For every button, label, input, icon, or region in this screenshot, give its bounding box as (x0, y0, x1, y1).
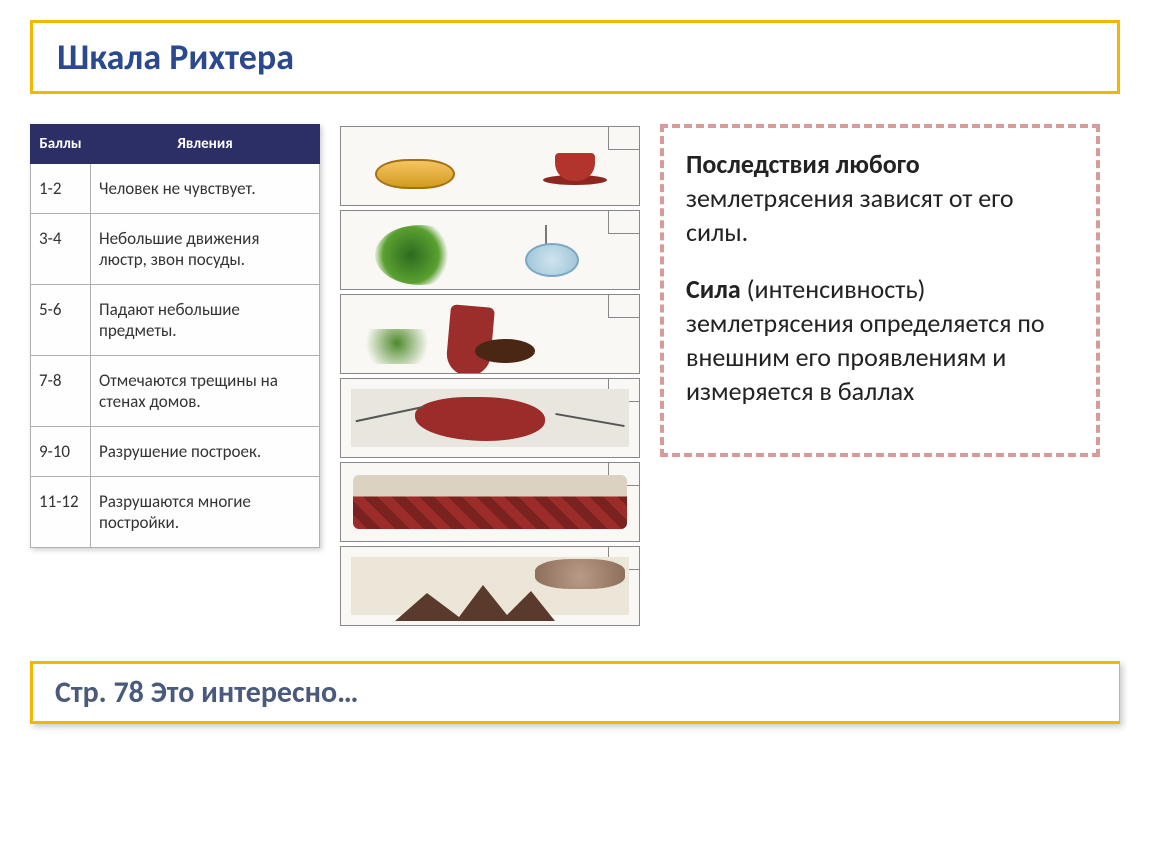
cell-desc: Падают небольшие предметы. (91, 285, 320, 356)
th-score: Баллы (31, 125, 91, 164)
footer-container: Стр. 78 Это интересно… (30, 661, 1120, 724)
illus-collapse (340, 546, 640, 626)
cell-desc: Человек не чувствует. (91, 164, 320, 214)
illus-dishes (340, 126, 640, 206)
th-phenomena: Явления (91, 125, 320, 164)
sidebar-info: Последствия любого землетрясения зависят… (660, 124, 1100, 457)
table-row: 5-6 Падают небольшие предметы. (31, 285, 320, 356)
table-row: 1-2 Человек не чувствует. (31, 164, 320, 214)
sidebar-p1-rest: землетрясения зависят от его силы. (686, 182, 1014, 248)
richter-table: Баллы Явления 1-2 Человек не чувствует. … (30, 124, 320, 548)
cell-desc: Разрушаются многие постройки. (91, 477, 320, 548)
illus-chandelier (340, 210, 640, 290)
sidebar-p1: Последствия любого землетрясения зависят… (686, 148, 1074, 249)
cell-desc: Разрушение построек. (91, 427, 320, 477)
table-row: 7-8 Отмечаются трещины на стенах домов. (31, 356, 320, 427)
cell-score: 1-2 (31, 164, 91, 214)
cell-score: 7-8 (31, 356, 91, 427)
illus-pot-falls (340, 294, 640, 374)
illus-rubble (340, 462, 640, 542)
illustrations-column (340, 126, 640, 626)
cell-desc: Небольшие движения люстр, звон посуды. (91, 214, 320, 285)
sidebar-p2: Сила (интенсивность) землетрясения опред… (686, 273, 1074, 408)
cell-desc: Отмечаются трещины на стенах домов. (91, 356, 320, 427)
footer-text: Стр. 78 Это интересно… (55, 674, 1097, 711)
cell-score: 9-10 (31, 427, 91, 477)
sidebar-p2-bold: Сила (686, 273, 741, 305)
table-row: 11-12 Разрушаются многие постройки. (31, 477, 320, 548)
title-container: Шкала Рихтера (30, 20, 1120, 94)
table-row: 9-10 Разрушение построек. (31, 427, 320, 477)
cell-score: 11-12 (31, 477, 91, 548)
table-row: 3-4 Небольшие движения люстр, звон посуд… (31, 214, 320, 285)
content-row: Баллы Явления 1-2 Человек не чувствует. … (30, 124, 1120, 626)
sidebar-p2-rest: (интенсивность) землетрясения определяет… (686, 273, 1045, 406)
page-title: Шкала Рихтера (57, 35, 1093, 79)
illus-wall-crack (340, 378, 640, 458)
sidebar-p1-bold: Последствия любого (686, 148, 920, 180)
cell-score: 3-4 (31, 214, 91, 285)
cell-score: 5-6 (31, 285, 91, 356)
richter-table-container: Баллы Явления 1-2 Человек не чувствует. … (30, 124, 320, 548)
